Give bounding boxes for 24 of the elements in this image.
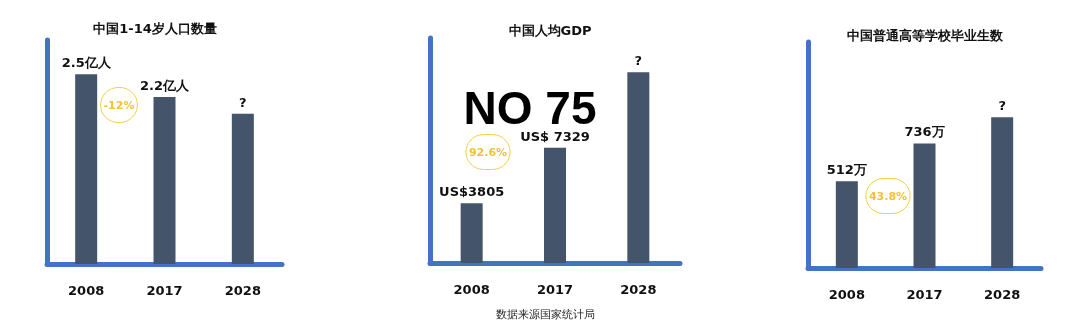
annotation: 43.8%: [868, 189, 908, 203]
x-tick-label: 2008: [828, 287, 865, 302]
data-label: ?: [239, 94, 247, 110]
data-label: 736万: [904, 124, 945, 140]
chart-title: 中国人均GDP: [508, 23, 592, 38]
x-tick-label: 2017: [536, 282, 574, 297]
x-tick-label: 2008: [453, 282, 490, 297]
data-label: ?: [998, 98, 1006, 114]
x-tick-label: 2028: [224, 283, 261, 298]
annotation: 92.6%: [468, 145, 508, 159]
x-tick-label: 2017: [146, 283, 183, 298]
data-label: ?: [634, 53, 643, 69]
data-label: 512万: [826, 162, 867, 178]
annotation: -12%: [103, 98, 135, 112]
chart-title: 中国普通高等学校毕业生数: [847, 28, 1004, 43]
x-tick-label: 2008: [68, 283, 105, 298]
chart-title: 中国1-14岁人口数量: [93, 21, 217, 36]
text: 数据来源国家统计局: [495, 307, 595, 321]
data-label: 2.2亿人: [139, 77, 191, 93]
x-tick-label: 2028: [984, 287, 1021, 302]
data-label: US$3805: [439, 184, 505, 200]
x-tick-label: 2017: [906, 287, 943, 302]
x-tick-label: 2028: [620, 282, 657, 297]
data-label: 2.5亿人: [61, 55, 112, 71]
